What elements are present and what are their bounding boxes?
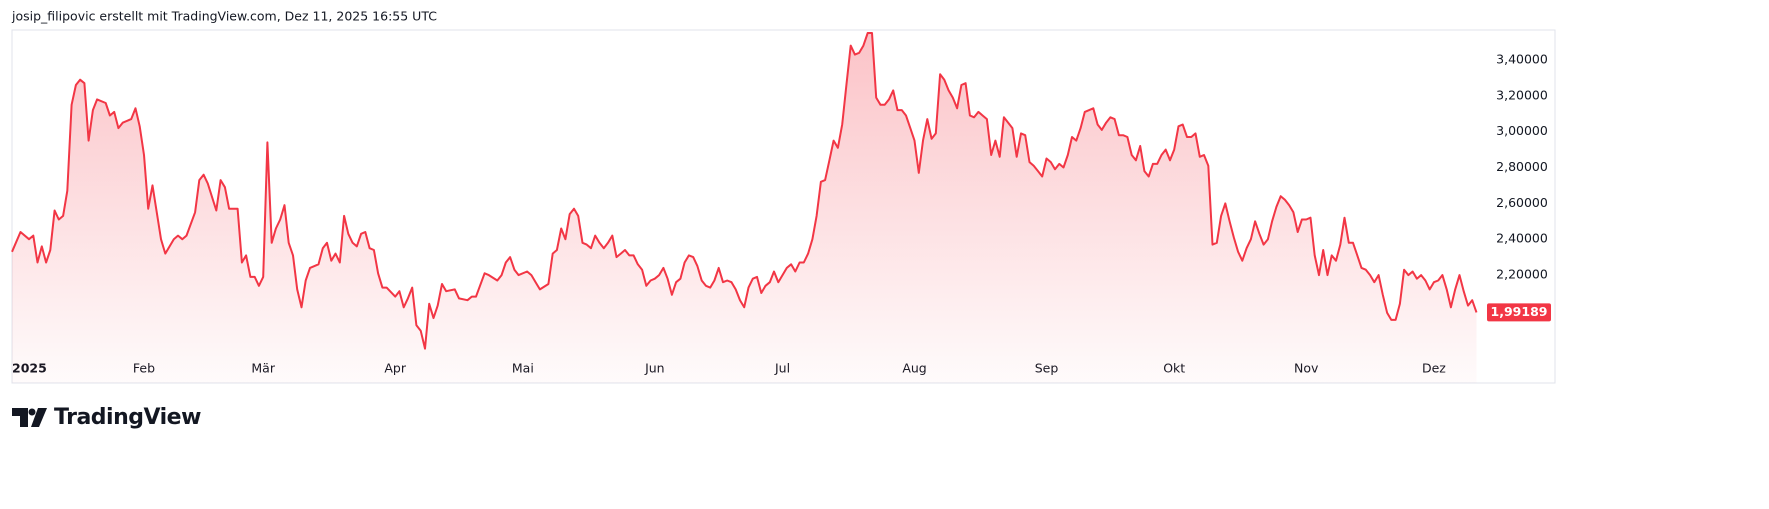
logo-icon — [12, 408, 47, 427]
logo-text[interactable]: TradingView — [54, 405, 202, 430]
last-price-label: 1,99189 — [1491, 304, 1548, 319]
y-tick-label: 2,80000 — [1496, 159, 1548, 174]
y-tick-label: 2,20000 — [1496, 267, 1548, 282]
y-tick-label: 2,40000 — [1496, 231, 1548, 246]
attribution: josip_filipovic erstellt mit TradingView… — [11, 9, 437, 24]
price-line — [11, 32, 1478, 350]
y-tick-label: 2,60000 — [1496, 195, 1548, 210]
area-fill — [12, 33, 1477, 383]
last-price-box — [1487, 303, 1551, 322]
y-tick-label: 3,00000 — [1496, 123, 1548, 138]
y-tick-label: 3,20000 — [1496, 87, 1548, 102]
y-tick-label: 3,40000 — [1496, 51, 1548, 66]
